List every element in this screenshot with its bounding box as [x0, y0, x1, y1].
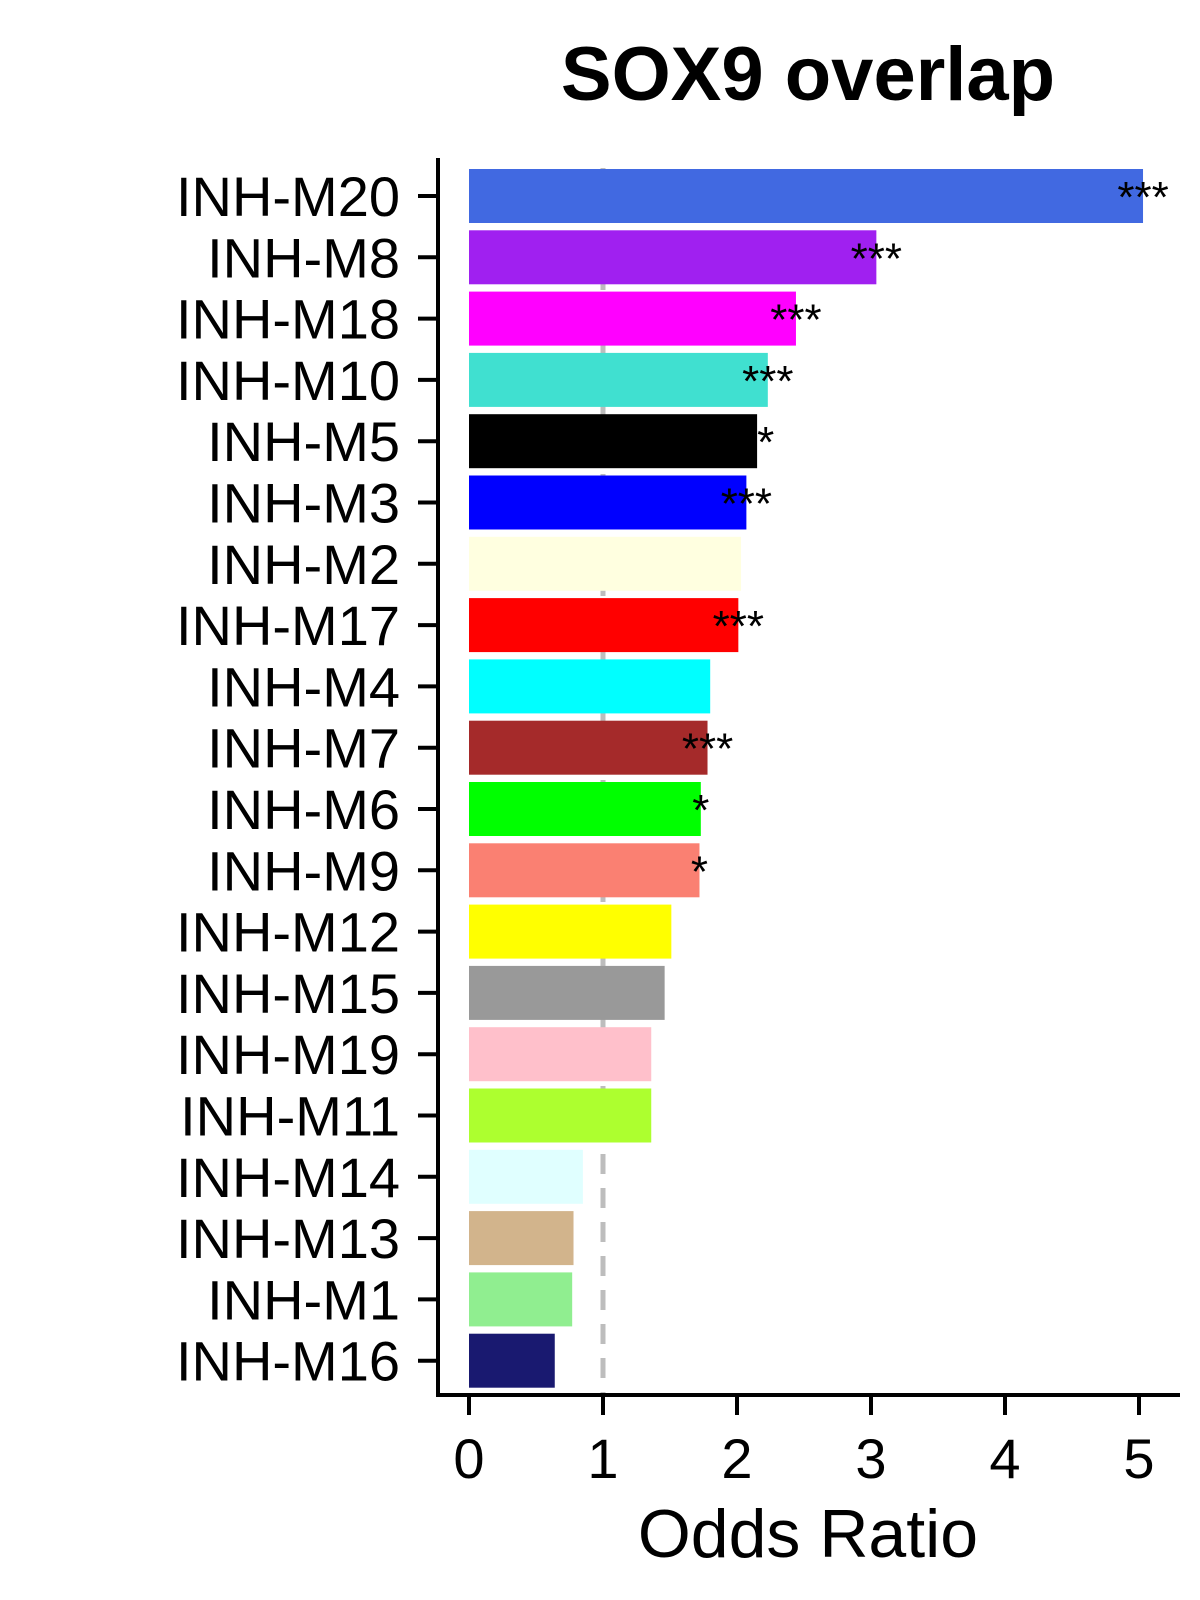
y-tick-label: INH-M19 — [176, 1023, 400, 1086]
bar-inh-m14 — [469, 1149, 583, 1204]
bar-inh-m9 — [469, 843, 700, 898]
bars-layer — [469, 169, 1144, 1388]
y-tick-label: INH-M1 — [207, 1268, 400, 1331]
significance-label: *** — [682, 725, 733, 774]
x-tick-label: 1 — [587, 1427, 618, 1490]
bar-inh-m1 — [469, 1272, 573, 1327]
bar-inh-m17 — [469, 598, 739, 653]
x-tick-label: 0 — [453, 1427, 484, 1490]
y-tick-label: INH-M11 — [180, 1085, 400, 1148]
significance-label: *** — [770, 296, 821, 345]
significance-labels-layer: ************************* — [682, 173, 1169, 896]
x-axis-label: Odds Ratio — [638, 1496, 978, 1572]
y-tick-label: INH-M20 — [176, 165, 400, 228]
chart-title: SOX9 overlap — [561, 32, 1055, 117]
y-tick-label: INH-M9 — [207, 839, 400, 902]
bar-inh-m6 — [469, 782, 701, 836]
significance-label: *** — [713, 602, 764, 651]
y-tick-label: INH-M7 — [207, 717, 400, 780]
bar-inh-m11 — [469, 1088, 652, 1143]
significance-label: *** — [1117, 173, 1168, 222]
y-tick-label: INH-M12 — [176, 901, 400, 964]
y-tick-label: INH-M2 — [207, 533, 400, 596]
y-tick-label: INH-M8 — [207, 226, 400, 289]
y-tick-label: INH-M3 — [207, 472, 400, 535]
bar-inh-m2 — [469, 536, 742, 591]
bar-inh-m3 — [469, 475, 747, 530]
y-tick-label: INH-M17 — [176, 594, 400, 657]
bar-inh-m19 — [469, 1027, 652, 1082]
significance-label: *** — [742, 357, 793, 406]
significance-label: *** — [851, 234, 902, 283]
significance-label: * — [692, 786, 709, 835]
y-tick-label: INH-M18 — [176, 288, 400, 351]
y-tick-label: INH-M15 — [176, 962, 400, 1025]
axes-layer: INH-M20INH-M8INH-M18INH-M10INH-M5INH-M3I… — [176, 158, 1180, 1490]
y-tick-label: INH-M16 — [176, 1330, 400, 1393]
bar-inh-m13 — [469, 1211, 574, 1266]
x-tick-label: 3 — [855, 1427, 886, 1490]
y-tick-label: INH-M6 — [207, 778, 400, 841]
y-tick-label: INH-M4 — [207, 655, 400, 718]
x-tick-label: 2 — [721, 1427, 752, 1490]
y-tick-label: INH-M10 — [176, 349, 400, 412]
significance-label: *** — [721, 480, 772, 529]
bar-inh-m15 — [469, 965, 665, 1020]
bar-inh-m18 — [469, 291, 796, 346]
significance-label: ** — [740, 418, 774, 467]
y-tick-label: INH-M13 — [176, 1207, 400, 1270]
x-tick-label: 5 — [1123, 1427, 1154, 1490]
bar-inh-m4 — [469, 659, 711, 714]
y-tick-label: INH-M5 — [207, 410, 400, 473]
significance-label: * — [691, 847, 708, 896]
bar-inh-m7 — [469, 720, 708, 775]
bar-inh-m12 — [469, 904, 672, 959]
x-tick-label: 4 — [989, 1427, 1020, 1490]
y-tick-label: INH-M14 — [176, 1146, 400, 1209]
bar-inh-m16 — [469, 1333, 555, 1388]
bar-inh-m10 — [469, 352, 768, 407]
bar-inh-m8 — [469, 230, 877, 285]
bar-inh-m5 — [469, 414, 758, 469]
bar-inh-m20 — [469, 169, 1144, 223]
